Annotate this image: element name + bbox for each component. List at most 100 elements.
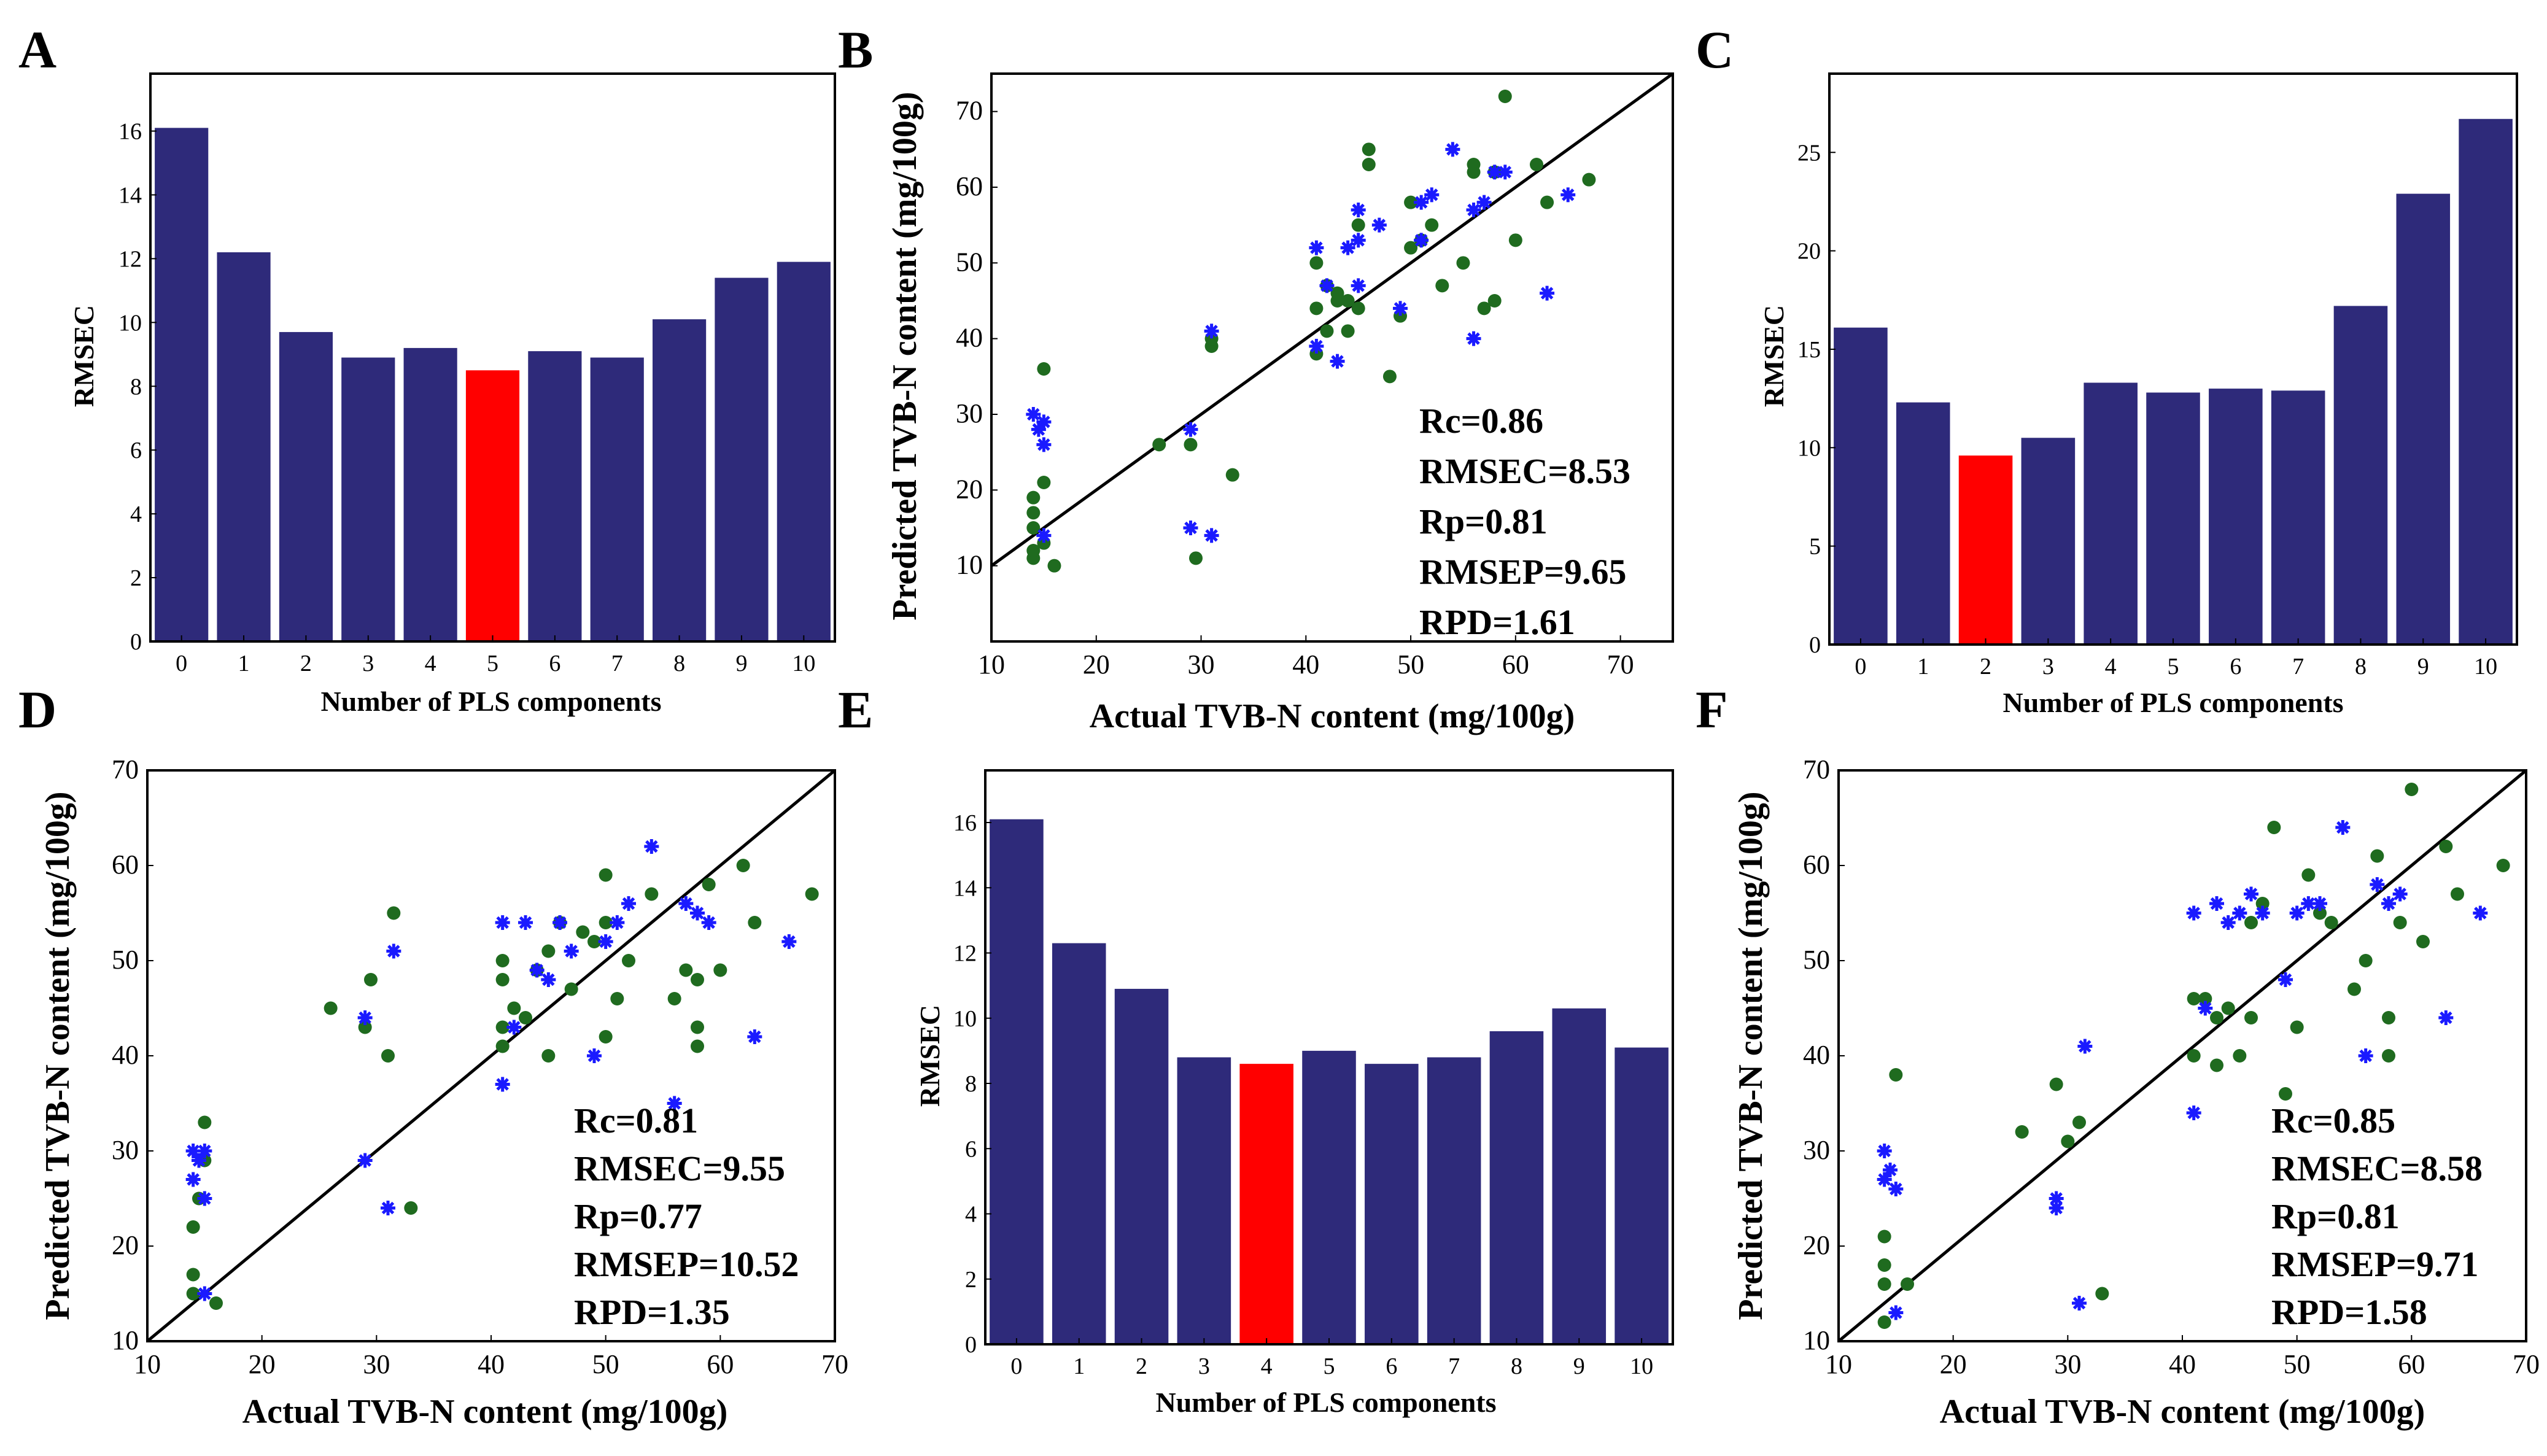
calibration-point xyxy=(2416,935,2430,948)
prediction-point xyxy=(2278,972,2293,987)
prediction-point xyxy=(381,1201,395,1215)
prediction-point xyxy=(644,839,659,854)
stat-label: RPD=1.61 xyxy=(1419,602,1575,642)
x-axis-label: Actual TVB-N content (mg/100g) xyxy=(1940,1393,2425,1431)
y-tick-label: 20 xyxy=(1797,239,1821,265)
prediction-point xyxy=(1877,1144,1892,1158)
x-tick-label: 10 xyxy=(1630,1353,1653,1379)
prediction-point xyxy=(357,1010,373,1025)
calibration-point xyxy=(2061,1134,2075,1148)
calibration-point xyxy=(1351,218,1365,232)
x-tick-label: 3 xyxy=(1198,1353,1210,1379)
calibration-point xyxy=(679,963,693,977)
x-tick-label: 30 xyxy=(363,1349,390,1379)
prediction-point xyxy=(2312,896,2327,911)
calibration-point xyxy=(1435,279,1449,293)
calibration-point xyxy=(2301,868,2316,882)
x-tick-label: 70 xyxy=(2513,1349,2540,1379)
prediction-point xyxy=(2220,915,2236,930)
calibration-point xyxy=(1047,559,1061,573)
stat-label: RMSEP=9.71 xyxy=(2271,1244,2479,1284)
x-tick-label: 9 xyxy=(1573,1353,1585,1379)
calibration-point xyxy=(2210,1058,2223,1072)
panel-letter: A xyxy=(18,20,56,79)
prediction-point xyxy=(1330,354,1345,369)
calibration-point xyxy=(2370,849,2384,863)
calibration-point xyxy=(1582,172,1596,187)
prediction-point xyxy=(1351,233,1366,248)
calibration-point xyxy=(667,992,681,1005)
calibration-point xyxy=(1877,1277,1891,1291)
stat-label: RMSEP=9.65 xyxy=(1419,552,1627,592)
panel-letter: C xyxy=(1696,20,1734,79)
x-tick-label: 40 xyxy=(2169,1349,2196,1379)
calibration-point xyxy=(2496,859,2510,872)
x-tick-label: 60 xyxy=(1502,649,1529,680)
prediction-point xyxy=(1497,165,1513,180)
bar xyxy=(590,357,644,641)
calibration-point xyxy=(599,916,613,929)
y-tick-label: 8 xyxy=(130,374,142,400)
y-tick-label: 10 xyxy=(118,310,142,336)
calibration-point xyxy=(495,973,510,986)
x-tick-label: 40 xyxy=(1292,649,1319,680)
prediction-point xyxy=(1414,233,1429,248)
calibration-point xyxy=(495,1020,510,1034)
prediction-point xyxy=(1393,301,1408,316)
calibration-point xyxy=(599,868,613,882)
calibration-point xyxy=(364,973,378,986)
calibration-point xyxy=(495,954,510,967)
calibration-point xyxy=(2244,1011,2258,1024)
prediction-point xyxy=(2358,1048,2373,1063)
bar xyxy=(1427,1057,1481,1344)
bar xyxy=(1489,1031,1544,1344)
prediction-point xyxy=(2392,886,2408,902)
axes-frame xyxy=(984,769,1674,1346)
calibration-point xyxy=(587,935,601,948)
calibration-point xyxy=(358,1020,372,1034)
prediction-point xyxy=(2186,1106,2201,1120)
x-tick-label: 1 xyxy=(1917,654,1929,680)
x-tick-label: 0 xyxy=(1010,1353,1022,1379)
bar xyxy=(217,252,271,641)
calibration-point xyxy=(1037,362,1051,376)
calibration-point xyxy=(519,1011,532,1024)
stat-label: RPD=1.35 xyxy=(574,1292,730,1332)
calibration-point xyxy=(1037,476,1051,489)
calibration-point xyxy=(1351,301,1365,316)
prediction-point xyxy=(1883,1163,1898,1177)
stat-label: RPD=1.58 xyxy=(2271,1292,2427,1332)
calibration-point xyxy=(1309,256,1324,270)
calibration-point xyxy=(2279,1087,2292,1101)
bar xyxy=(1896,402,1950,645)
y-tick-label: 10 xyxy=(1803,1325,1830,1355)
prediction-point xyxy=(2473,905,2488,921)
prediction-point xyxy=(1183,422,1198,437)
calibration-point xyxy=(2095,1287,2109,1301)
prediction-point xyxy=(1466,331,1481,346)
y-tick-label: 5 xyxy=(1809,534,1821,560)
bar xyxy=(403,347,457,641)
calibration-point xyxy=(1498,90,1512,103)
y-tick-label: 60 xyxy=(1803,850,1830,880)
x-tick-label: 6 xyxy=(2230,654,2241,680)
prediction-point xyxy=(495,1077,510,1092)
calibration-point xyxy=(805,887,819,901)
y-tick-label: 40 xyxy=(956,323,983,353)
x-tick-label: 0 xyxy=(1855,654,1866,680)
calibration-point xyxy=(1477,301,1491,316)
bar xyxy=(653,319,707,641)
prediction-point xyxy=(621,896,636,911)
prediction-point xyxy=(495,915,510,930)
bar xyxy=(1114,988,1169,1344)
calibration-point xyxy=(2267,821,2281,834)
y-tick-label: 50 xyxy=(1803,945,1830,975)
stat-label: Rp=0.81 xyxy=(1419,501,1548,541)
x-tick-label: 7 xyxy=(2292,654,2304,680)
y-tick-label: 2 xyxy=(965,1267,977,1293)
bar xyxy=(341,357,395,641)
y-axis-label: Predicted TVB-N content (mg/100g) xyxy=(886,91,924,620)
panel-letter: E xyxy=(838,680,873,739)
calibration-point xyxy=(2187,1049,2201,1063)
